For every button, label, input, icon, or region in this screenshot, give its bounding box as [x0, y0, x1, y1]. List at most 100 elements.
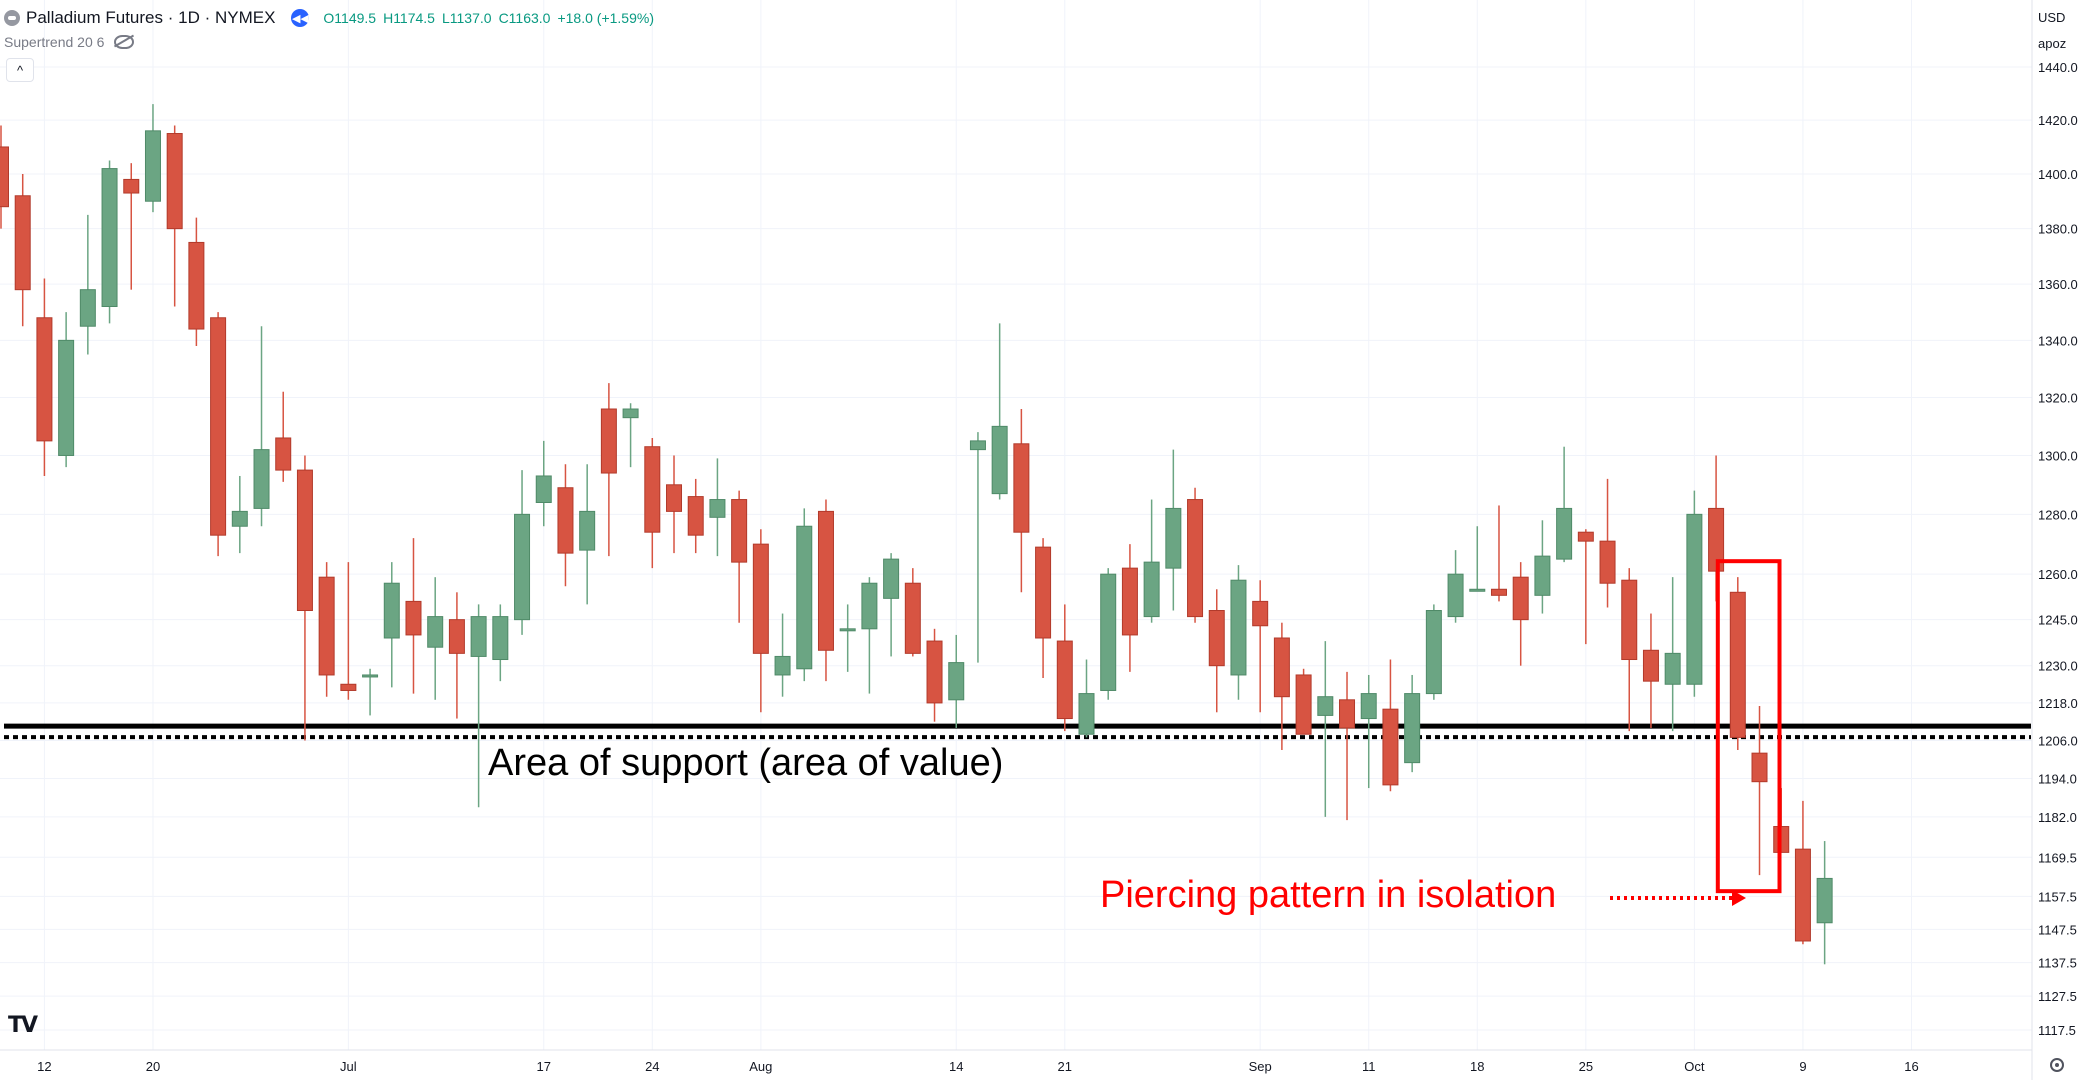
candle-body-up[interactable]	[1404, 693, 1421, 764]
candle-body-down[interactable]	[1121, 567, 1138, 636]
candle-body-down[interactable]	[123, 178, 140, 194]
candle-body-down[interactable]	[1599, 540, 1616, 584]
ohlc-low: L1137.0	[441, 10, 492, 26]
candle-body-up[interactable]	[1143, 561, 1160, 618]
candle-body-down[interactable]	[817, 510, 834, 651]
candle-body-down[interactable]	[1577, 531, 1594, 542]
support-annotation: Area of support (area of value)	[488, 742, 1004, 784]
candle-body-up[interactable]	[839, 628, 856, 632]
candle-body-down[interactable]	[1187, 499, 1204, 618]
candle-body-up[interactable]	[861, 582, 878, 630]
candle-body-down[interactable]	[752, 543, 769, 654]
candle-body-up[interactable]	[492, 616, 509, 661]
candle-body-up[interactable]	[1317, 696, 1334, 716]
candle-body-down[interactable]	[36, 317, 53, 442]
candle-body-up[interactable]	[774, 655, 791, 676]
candle-body-down[interactable]	[1729, 591, 1746, 738]
candle-body-down[interactable]	[731, 499, 748, 563]
indicator-name[interactable]: Supertrend 20 6	[4, 34, 105, 50]
candle-body-up[interactable]	[948, 662, 965, 701]
candle-body-up[interactable]	[383, 582, 400, 639]
candle-body-down[interactable]	[1339, 699, 1356, 729]
candle-body-up[interactable]	[1165, 507, 1182, 569]
candle-body-up[interactable]	[709, 499, 726, 518]
candle-body-down[interactable]	[1751, 752, 1768, 783]
candle-body-down[interactable]	[666, 484, 683, 512]
candle-body-up[interactable]	[535, 475, 552, 503]
candle-body-down[interactable]	[600, 408, 617, 474]
candle-body-down[interactable]	[0, 146, 9, 208]
candle-body-up[interactable]	[1816, 877, 1833, 924]
candle-body-down[interactable]	[1035, 546, 1052, 639]
candle-body-up[interactable]	[579, 510, 596, 551]
candle-body-up[interactable]	[883, 558, 900, 599]
candle-body-down[interactable]	[904, 582, 921, 654]
candle-body-up[interactable]	[253, 449, 270, 509]
candle-body-down[interactable]	[448, 619, 465, 654]
candle-body-up[interactable]	[1556, 507, 1573, 560]
candle-body-up[interactable]	[1078, 693, 1095, 735]
candle-body-down[interactable]	[14, 195, 31, 291]
candle-body-down[interactable]	[644, 446, 661, 533]
candle-body-up[interactable]	[1100, 573, 1117, 691]
candle-body-up[interactable]	[144, 130, 161, 202]
candle-body-up[interactable]	[1534, 555, 1551, 596]
candle-body-up[interactable]	[1686, 513, 1703, 685]
candle-body-down[interactable]	[1013, 443, 1030, 533]
time-tick-label: Aug	[749, 1059, 772, 1074]
candle-body-up[interactable]	[427, 616, 444, 648]
candle-body-down[interactable]	[1490, 588, 1507, 596]
candle-body-down[interactable]	[1642, 649, 1659, 682]
candle-body-down[interactable]	[1621, 579, 1638, 661]
candle-body-down[interactable]	[275, 437, 292, 471]
candle-body-down[interactable]	[687, 496, 704, 536]
candle-body-down[interactable]	[1056, 640, 1073, 720]
candle-body-up[interactable]	[231, 510, 248, 527]
candle-body-down[interactable]	[1273, 637, 1290, 698]
candle-body-down[interactable]	[166, 133, 183, 230]
candle-body-down[interactable]	[1382, 708, 1399, 786]
candle-body-down[interactable]	[340, 683, 357, 691]
candle-body-up[interactable]	[1425, 610, 1442, 695]
candle-body-up[interactable]	[969, 440, 986, 451]
hidden-eye-icon[interactable]	[114, 35, 135, 49]
candle-body-down[interactable]	[926, 640, 943, 704]
candle-body-down[interactable]	[405, 600, 422, 636]
symbol-title[interactable]: Palladium Futures · 1D · NYMEX	[26, 8, 276, 27]
gear-icon[interactable]	[2050, 1058, 2064, 1072]
candle-body-down[interactable]	[210, 317, 227, 536]
candle-body-up[interactable]	[101, 168, 118, 307]
collapse-legend-button[interactable]: ^	[6, 58, 34, 82]
time-tick-label: 9	[1799, 1059, 1806, 1074]
candle-body-up[interactable]	[991, 425, 1008, 495]
candle-body-up[interactable]	[1360, 693, 1377, 720]
candle-body-up[interactable]	[362, 674, 379, 678]
candle-body-up[interactable]	[470, 616, 487, 657]
candle-body-up[interactable]	[622, 408, 639, 419]
tradingview-logo-icon[interactable]: TV	[8, 1013, 38, 1038]
candle-body-up[interactable]	[58, 339, 75, 456]
pattern-highlight-box[interactable]	[1715, 559, 1782, 894]
candle-body-up[interactable]	[79, 289, 96, 327]
candle-body-down[interactable]	[1295, 674, 1312, 735]
candle-body-up[interactable]	[796, 525, 813, 670]
candle-body-down[interactable]	[557, 487, 574, 554]
candle-body-down[interactable]	[1252, 600, 1269, 627]
candle-body-down[interactable]	[296, 469, 313, 612]
candle-body-down[interactable]	[1208, 610, 1225, 667]
candle-body-up[interactable]	[1664, 652, 1681, 685]
time-tick-label: 21	[1058, 1059, 1072, 1074]
candle-body-up[interactable]	[1469, 588, 1486, 592]
candle-body-down[interactable]	[188, 241, 205, 330]
candle-body-up[interactable]	[514, 513, 531, 621]
replay-icon[interactable]: ◀◀	[291, 9, 310, 27]
candle-body-down[interactable]	[1794, 848, 1811, 942]
price-tick-label: 1206.0	[2038, 734, 2078, 749]
candle-body-down[interactable]	[318, 576, 335, 676]
candle-body-up[interactable]	[1230, 579, 1247, 676]
candle-body-down[interactable]	[1512, 576, 1529, 621]
currency-label[interactable]: USD	[2038, 10, 2066, 25]
scale-mode-label[interactable]: apoz	[2038, 36, 2067, 51]
candle-body-up[interactable]	[1447, 573, 1464, 618]
